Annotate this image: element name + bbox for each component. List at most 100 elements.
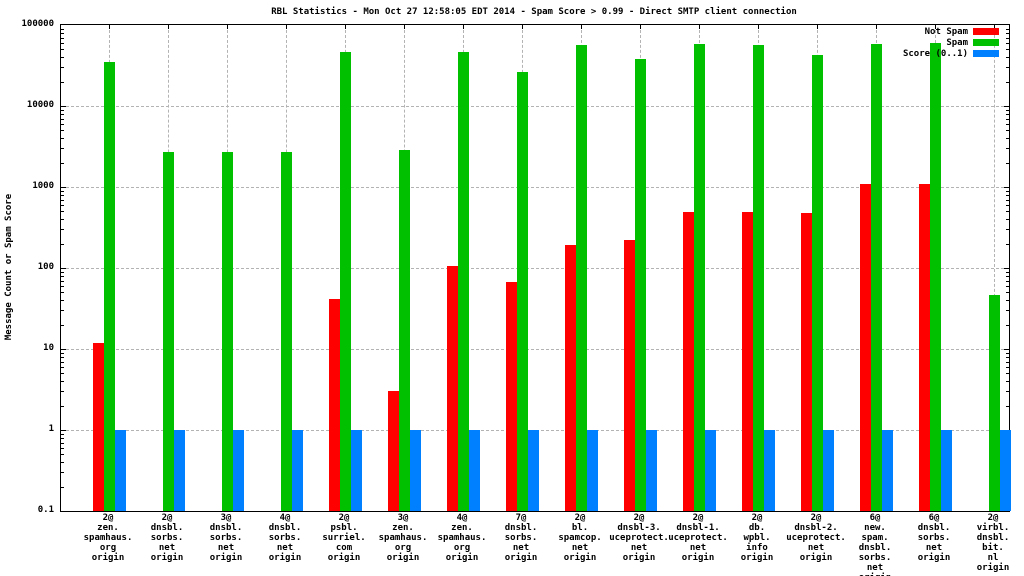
- x-category-label: 7@ dnsbl. sorbs. net origin: [481, 513, 561, 563]
- x-category-label-line: spamhaus.: [437, 533, 487, 543]
- x-category-label-line: dnsbl.: [150, 523, 184, 533]
- x-category-label-line: origin: [976, 563, 1010, 573]
- bar-score-0-1-4: [350, 430, 362, 511]
- x-category-label-line: wpbl.: [743, 533, 771, 543]
- y-minor-tick-left: [61, 81, 64, 83]
- x-tick-top: [345, 25, 346, 29]
- x-category-label: 2@ bl. spamcop. net origin: [540, 513, 620, 563]
- x-tick-top: [935, 25, 936, 29]
- x-category-label-line: origin: [150, 553, 184, 563]
- x-category-label-line: dnsbl.: [268, 523, 302, 533]
- y-major-tick-left: [61, 430, 66, 431]
- y-minor-tick-right: [1006, 285, 1009, 287]
- x-category-label-line: spamhaus.: [378, 533, 428, 543]
- bar-not-spam-14: [918, 183, 930, 511]
- x-category-label-line: origin: [268, 553, 302, 563]
- x-category-label-line: 2@: [574, 513, 586, 523]
- y-major-tick-right: [1004, 268, 1009, 269]
- x-category-label-line: org: [394, 543, 412, 553]
- x-category-label: 2@ dnsbl-3. uceprotect. net origin: [599, 513, 679, 563]
- y-minor-tick-right: [1006, 67, 1009, 69]
- x-tick-top: [109, 25, 110, 29]
- bar-not-spam-8: [564, 245, 576, 511]
- y-major-tick-left: [61, 268, 66, 269]
- x-tick-top: [817, 25, 818, 29]
- y-minor-tick-left: [61, 67, 64, 69]
- x-category-label-line: origin: [445, 553, 479, 563]
- y-minor-tick-right: [1006, 229, 1009, 231]
- y-major-tick-left: [61, 187, 66, 188]
- y-minor-tick-right: [1006, 32, 1009, 34]
- y-gridline: [61, 106, 1009, 107]
- bar-score-0-1-7: [527, 430, 539, 511]
- x-category-label: 3@ zen. spamhaus. org origin: [363, 513, 443, 563]
- x-category-label-line: origin: [622, 553, 656, 563]
- y-minor-tick-right: [1006, 148, 1009, 150]
- y-minor-tick-left: [61, 211, 64, 213]
- y-minor-tick-left: [61, 118, 64, 120]
- bar-spam-7: [516, 72, 528, 511]
- x-category-label-line: origin: [327, 553, 361, 563]
- x-category-label-line: origin: [91, 553, 125, 563]
- x-category-label-line: dnsbl.: [504, 523, 538, 533]
- x-category-label-line: uceprotect.: [786, 533, 846, 543]
- y-minor-tick-left: [61, 148, 64, 150]
- y-minor-tick-left: [61, 32, 64, 34]
- x-category-label-line: dnsbl-1.: [676, 523, 720, 533]
- y-minor-tick-right: [1006, 109, 1009, 111]
- x-category-label-line: 2@: [633, 513, 645, 523]
- x-category-label-line: origin: [386, 553, 420, 563]
- x-category-label-line: 7@: [515, 513, 527, 523]
- x-category-label-line: 2@: [810, 513, 822, 523]
- bar-not-spam-13: [859, 183, 871, 511]
- x-tick-top: [758, 25, 759, 29]
- y-minor-tick-left: [61, 373, 64, 375]
- y-minor-tick-right: [1006, 324, 1009, 326]
- x-category-label-line: spamhaus.: [83, 533, 133, 543]
- y-minor-tick-right: [1006, 300, 1009, 302]
- y-minor-tick-right: [1006, 194, 1009, 196]
- legend-entry-score: Score (0..1): [903, 48, 999, 59]
- bar-spam-14: [929, 42, 941, 511]
- bar-score-0-1-9: [645, 430, 657, 511]
- x-category-label-line: bit.: [982, 543, 1004, 553]
- x-category-label-line: com: [335, 543, 353, 553]
- x-category-label-line: sorbs.: [209, 533, 243, 543]
- x-category-label-line: 2@: [692, 513, 704, 523]
- x-category-label-line: bl.: [571, 523, 589, 533]
- y-minor-tick-left: [61, 391, 64, 393]
- y-minor-tick-right: [1006, 49, 1009, 51]
- y-minor-tick-left: [61, 130, 64, 132]
- y-minor-tick-right: [1006, 190, 1009, 192]
- x-category-label-line: zen.: [97, 523, 119, 533]
- y-tick-label: 1: [48, 424, 54, 434]
- y-tick-label: 10: [43, 343, 54, 353]
- x-category-label: 2@ zen. spamhaus. org origin: [68, 513, 148, 563]
- x-category-label-line: net: [512, 543, 530, 553]
- x-category-label-line: 2@: [161, 513, 173, 523]
- y-minor-tick-left: [61, 57, 64, 59]
- y-tick-label: 0.1: [37, 505, 54, 515]
- x-category-label-line: net: [571, 543, 589, 553]
- y-minor-tick-right: [1006, 271, 1009, 273]
- bar-spam-6: [457, 51, 469, 511]
- x-category-label-line: db.: [748, 523, 766, 533]
- x-tick-top: [876, 25, 877, 29]
- x-tick-top: [640, 25, 641, 29]
- bar-score-0-1-6: [468, 430, 480, 511]
- y-minor-tick-right: [1006, 280, 1009, 282]
- bar-score-0-1-1: [173, 430, 185, 511]
- x-category-label-line: uceprotect.: [609, 533, 669, 543]
- y-gridline: [61, 268, 1009, 269]
- legend-label-score: Score (0..1): [902, 48, 968, 59]
- y-minor-tick-left: [61, 454, 64, 456]
- y-minor-tick-left: [61, 190, 64, 192]
- x-category-label-line: origin: [209, 553, 243, 563]
- bar-score-0-1-0: [114, 430, 126, 511]
- y-minor-tick-left: [61, 285, 64, 287]
- bar-not-spam-0: [92, 342, 104, 511]
- x-category-label-line: 6@: [928, 513, 940, 523]
- y-minor-tick-left: [61, 310, 64, 312]
- y-minor-tick-left: [61, 437, 64, 439]
- y-minor-tick-left: [61, 292, 64, 294]
